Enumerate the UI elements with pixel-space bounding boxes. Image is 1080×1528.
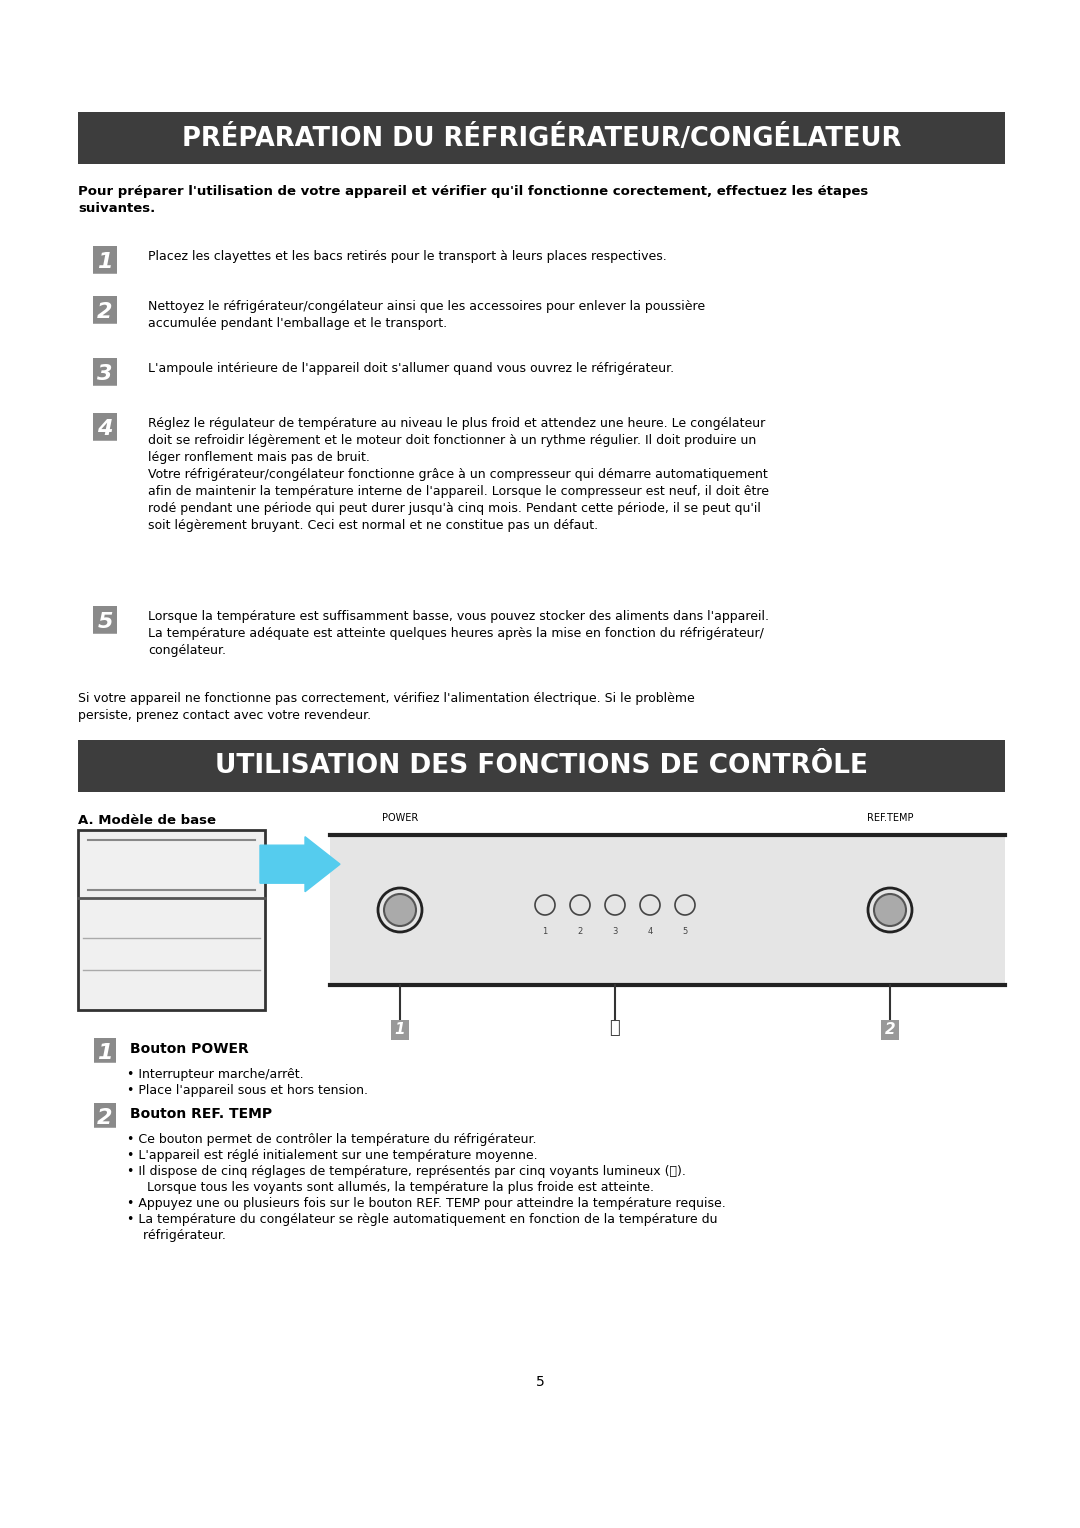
Circle shape <box>384 894 416 926</box>
Text: POWER: POWER <box>382 813 418 824</box>
Text: 1: 1 <box>394 1022 405 1038</box>
Text: Pour préparer l'utilisation de votre appareil et vérifier qu'il fonctionne corec: Pour préparer l'utilisation de votre app… <box>78 185 868 215</box>
Text: 2: 2 <box>885 1022 895 1038</box>
FancyBboxPatch shape <box>93 246 117 275</box>
Text: • Appuyez une ou plusieurs fois sur le bouton REF. TEMP pour atteindre la tempér: • Appuyez une ou plusieurs fois sur le b… <box>127 1196 726 1210</box>
Text: 5: 5 <box>683 927 688 937</box>
Text: 5: 5 <box>97 613 112 633</box>
Text: 1: 1 <box>542 927 548 937</box>
FancyBboxPatch shape <box>93 413 117 442</box>
Text: • Il dispose de cinq réglages de température, représentés par cinq voyants lumin: • Il dispose de cinq réglages de tempéra… <box>127 1164 686 1178</box>
FancyBboxPatch shape <box>93 296 117 324</box>
Text: L'ampoule intérieure de l'appareil doit s'allumer quand vous ouvrez le réfrigéra: L'ampoule intérieure de l'appareil doit … <box>148 362 674 374</box>
Bar <box>78 740 1005 792</box>
Text: 3: 3 <box>97 364 112 385</box>
Text: UTILISATION DES FONCTIONS DE CONTRÔLE: UTILISATION DES FONCTIONS DE CONTRÔLE <box>215 753 868 779</box>
Text: REF.TEMP: REF.TEMP <box>867 813 914 824</box>
Text: 2: 2 <box>97 303 112 322</box>
Text: 5: 5 <box>536 1375 544 1389</box>
Text: Réglez le régulateur de température au niveau le plus froid et attendez une heur: Réglez le régulateur de température au n… <box>148 417 769 532</box>
Text: Nettoyez le réfrigérateur/congélateur ainsi que les accessoires pour enlever la : Nettoyez le réfrigérateur/congélateur ai… <box>148 299 705 330</box>
Text: ⓘ: ⓘ <box>609 1019 620 1038</box>
Bar <box>881 1021 899 1039</box>
Bar <box>391 1021 409 1039</box>
Bar <box>330 834 1005 986</box>
Text: Placez les clayettes et les bacs retirés pour le transport à leurs places respec: Placez les clayettes et les bacs retirés… <box>148 251 666 263</box>
Text: 1: 1 <box>97 1044 112 1063</box>
Text: 2: 2 <box>578 927 582 937</box>
Text: Lorsque la température est suffisamment basse, vous pouvez stocker des aliments : Lorsque la température est suffisamment … <box>148 610 769 657</box>
Text: PRÉPARATION DU RÉFRIGÉRATEUR/CONGÉLATEUR: PRÉPARATION DU RÉFRIGÉRATEUR/CONGÉLATEUR <box>181 124 901 151</box>
FancyBboxPatch shape <box>93 607 117 634</box>
FancyBboxPatch shape <box>93 358 117 387</box>
Text: Si votre appareil ne fonctionne pas correctement, vérifiez l'alimentation électr: Si votre appareil ne fonctionne pas corr… <box>78 692 694 723</box>
Circle shape <box>874 894 906 926</box>
Text: réfrigérateur.: réfrigérateur. <box>127 1229 226 1242</box>
Text: 4: 4 <box>647 927 652 937</box>
Text: • La température du congélateur se règle automatiquement en fonction de la tempé: • La température du congélateur se règle… <box>127 1213 717 1225</box>
Text: • Ce bouton permet de contrôler la température du réfrigérateur.: • Ce bouton permet de contrôler la tempé… <box>127 1132 537 1146</box>
Text: Bouton POWER: Bouton POWER <box>130 1042 248 1056</box>
FancyBboxPatch shape <box>94 1038 116 1063</box>
Text: A. Modèle de base: A. Modèle de base <box>78 814 216 827</box>
Text: 4: 4 <box>97 419 112 440</box>
Text: 1: 1 <box>97 252 112 272</box>
Bar <box>78 112 1005 163</box>
Text: • L'appareil est réglé initialement sur une température moyenne.: • L'appareil est réglé initialement sur … <box>127 1149 538 1161</box>
Text: • Interrupteur marche/arrêt.: • Interrupteur marche/arrêt. <box>127 1068 303 1080</box>
FancyBboxPatch shape <box>94 1103 116 1129</box>
Bar <box>78 830 265 1010</box>
Text: • Place l'appareil sous et hors tension.: • Place l'appareil sous et hors tension. <box>127 1083 368 1097</box>
FancyArrow shape <box>260 837 340 892</box>
Text: 2: 2 <box>97 1108 112 1128</box>
Text: Lorsque tous les voyants sont allumés, la température la plus froide est atteint: Lorsque tous les voyants sont allumés, l… <box>127 1181 654 1193</box>
Text: 3: 3 <box>612 927 618 937</box>
Text: Bouton REF. TEMP: Bouton REF. TEMP <box>130 1106 272 1122</box>
